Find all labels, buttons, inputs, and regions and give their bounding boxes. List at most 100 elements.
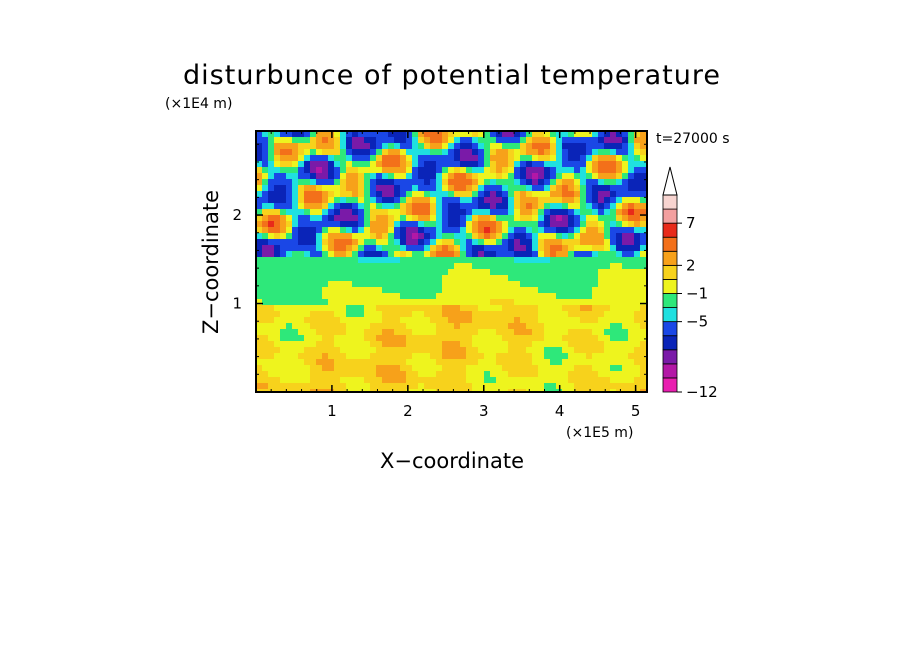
heatmap-cell [538,281,544,287]
heatmap-cell [520,341,526,347]
heatmap-cell [328,335,334,341]
heatmap-cell [508,257,514,263]
heatmap-cell [298,227,304,233]
heatmap-cell [586,155,592,161]
heatmap-cell [496,305,502,311]
heatmap-cell [382,173,388,179]
heatmap-cell [484,155,490,161]
colorbar-label: 2 [686,256,696,274]
heatmap-cell [604,281,610,287]
heatmap-cell [316,257,322,263]
heatmap-cell [274,179,280,185]
heatmap-cell [538,269,544,275]
heatmap-cell [454,263,460,269]
heatmap-cell [466,173,472,179]
heatmap-cell [394,179,400,185]
heatmap-cell [496,335,502,341]
heatmap-cell [520,221,526,227]
heatmap-cell [496,377,502,383]
heatmap-cell [412,317,418,323]
heatmap-cell [418,149,424,155]
heatmap-cell [538,191,544,197]
heatmap-cell [418,299,424,305]
heatmap-cell [586,227,592,233]
heatmap-cell [394,341,400,347]
heatmap-cell [586,341,592,347]
heatmap-cell [538,245,544,251]
heatmap-cell [388,215,394,221]
heatmap-cell [634,353,640,359]
heatmap-cell [448,227,454,233]
heatmap-cell [424,179,430,185]
heatmap-cell [328,185,334,191]
heatmap-cell [454,257,460,263]
heatmap-cell [508,185,514,191]
heatmap-cell [634,317,640,323]
heatmap-cell [304,197,310,203]
heatmap-cell [490,179,496,185]
heatmap-cell [280,359,286,365]
heatmap-cell [298,167,304,173]
heatmap-cell [316,233,322,239]
heatmap-cell [448,209,454,215]
heatmap-cell [376,371,382,377]
heatmap-cell [256,347,262,353]
heatmap-cell [304,251,310,257]
heatmap-cell [466,293,472,299]
heatmap-cell [598,365,604,371]
heatmap-cell [532,161,538,167]
heatmap-cell [508,233,514,239]
heatmap-cell [598,287,604,293]
heatmap-cell [412,167,418,173]
heatmap-cell [550,341,556,347]
heatmap-cell [484,299,490,305]
heatmap-cell [292,167,298,173]
heatmap-cell [442,203,448,209]
heatmap-cell [604,287,610,293]
heatmap-cell [310,131,316,137]
heatmap-cell [436,155,442,161]
heatmap-cell [586,299,592,305]
heatmap-cell [334,365,340,371]
heatmap-cell [622,299,628,305]
heatmap-cell [370,227,376,233]
heatmap-cell [304,131,310,137]
heatmap-cell [268,173,274,179]
heatmap-cell [274,155,280,161]
heatmap-cell [322,383,328,389]
heatmap-cell [268,287,274,293]
heatmap-cell [628,167,634,173]
heatmap-cell [430,299,436,305]
heatmap-cell [580,383,586,389]
x-axis-label: X−coordinate [380,449,524,473]
heatmap-cell [442,197,448,203]
heatmap-cell [406,161,412,167]
heatmap-cell [418,293,424,299]
heatmap-cell [514,293,520,299]
heatmap-cell [544,269,550,275]
heatmap-cell [508,389,514,392]
heatmap-cell [406,275,412,281]
heatmap-cell [634,179,640,185]
heatmap-cell [442,269,448,275]
heatmap-cell [598,131,604,137]
heatmap-cell [280,173,286,179]
heatmap-cell [436,263,442,269]
heatmap-cell [436,137,442,143]
heatmap-cell [262,299,268,305]
heatmap-cell [298,215,304,221]
heatmap-cell [592,161,598,167]
heatmap-cell [550,203,556,209]
heatmap-cell [448,203,454,209]
heatmap-cell [598,191,604,197]
heatmap-cell [388,227,394,233]
heatmap-cell [598,203,604,209]
heatmap-cell [268,293,274,299]
heatmap-cell [340,305,346,311]
heatmap-cell [406,143,412,149]
heatmap-cell [310,341,316,347]
heatmap-cell [436,185,442,191]
heatmap-cell [412,377,418,383]
heatmap-cell [436,131,442,137]
heatmap-cell [424,185,430,191]
